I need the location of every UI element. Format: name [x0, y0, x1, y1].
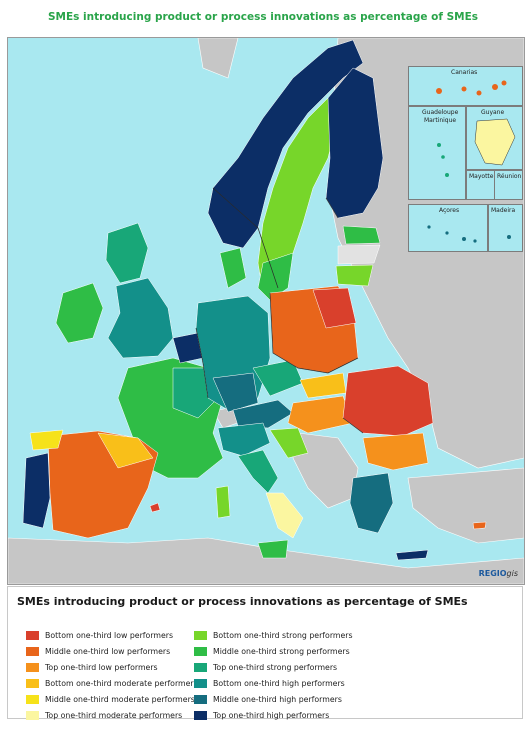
page-title: SMEs introducing product or process inno…: [47, 11, 479, 23]
legend-item: Bottom one-third strong performers: [194, 627, 353, 643]
slovakia: [299, 372, 347, 399]
hungary: [287, 395, 354, 434]
legend-label: Middle one-third moderate performers: [45, 694, 195, 704]
inset-reunion: Réunion: [494, 170, 523, 200]
sweden: [257, 97, 339, 294]
guyane-shape: [474, 118, 516, 166]
iceland-norway-grey: [197, 38, 239, 79]
madeira-islands: [507, 235, 511, 239]
inset-label-mayotte: Mayotte: [469, 173, 494, 180]
estonia: [342, 225, 381, 245]
legend-item: Middle one-third moderate performers: [26, 691, 198, 707]
europe-map: [8, 38, 524, 584]
legend-column-left: Bottom one-third low performers Middle o…: [26, 627, 198, 723]
balearic: [149, 502, 161, 513]
spain-north: [97, 432, 154, 469]
inset-label-guadeloupe: Guadeloupe: [422, 109, 459, 116]
inset-mayotte: Mayotte: [466, 170, 495, 200]
legend-swatch: [26, 662, 39, 672]
legend-item: Middle one-third low performers: [26, 643, 198, 659]
austria: [232, 399, 294, 429]
legend-item: Bottom one-third high performers: [194, 675, 353, 691]
legend-swatch: [26, 646, 39, 656]
germany-south: [212, 372, 259, 413]
inset-label-canarias: Canarias: [451, 69, 478, 76]
brand-suffix: gis: [506, 569, 518, 578]
acores-islands: [427, 225, 477, 243]
legend-swatch: [194, 678, 207, 688]
denmark: [219, 247, 247, 289]
england: [107, 277, 174, 359]
lithuania: [335, 264, 374, 287]
legend-item: Top one-third low performers: [26, 659, 198, 675]
legend-column-right: Bottom one-third strong performers Middl…: [194, 627, 353, 723]
legend-title: SMEs introducing product or process inno…: [17, 595, 468, 608]
finland: [325, 67, 384, 219]
legend-item: Bottom one-third moderate performers: [26, 675, 198, 691]
italy-centre: [237, 449, 279, 494]
poland-north: [312, 287, 357, 329]
sicily: [257, 539, 289, 559]
legend-label: Bottom one-third strong performers: [213, 630, 353, 640]
legend-swatch: [26, 630, 39, 640]
legend-swatch: [194, 646, 207, 656]
legend-item: Bottom one-third low performers: [26, 627, 198, 643]
antilles-islands: [437, 143, 449, 177]
legend-label: Middle one-third high performers: [213, 694, 342, 704]
legend-label: Bottom one-third moderate performers: [45, 678, 198, 688]
scotland: [105, 222, 149, 284]
inset-guadeloupe-martinique: Guadeloupe Martinique: [408, 106, 466, 200]
legend-swatch: [26, 678, 39, 688]
spain-northwest: [29, 429, 64, 451]
bulgaria: [362, 432, 429, 471]
legend-item: Top one-third strong performers: [194, 659, 353, 675]
brand-prefix: REGIO: [478, 569, 507, 578]
legend: SMEs introducing product or process inno…: [7, 586, 523, 720]
turkey: [407, 467, 524, 544]
inset-label-martinique: Martinique: [424, 117, 457, 124]
canarias-islands: [436, 80, 507, 96]
norway: [207, 39, 364, 249]
inset-acores: Açores: [408, 204, 488, 252]
legend-label: Bottom one-third high performers: [213, 678, 345, 688]
balkans-non-eu: [292, 432, 359, 509]
inset-guyane: Guyane: [466, 106, 523, 170]
legend-item: Middle one-third strong performers: [194, 643, 353, 659]
inset-label-acores: Açores: [439, 207, 460, 214]
legend-label: Top one-third moderate performers: [45, 710, 183, 720]
map-frame: Canarias Guadeloupe Martinique Guyane Ma…: [7, 37, 525, 585]
legend-swatch: [194, 710, 207, 720]
legend-item: Top one-third high performers: [194, 707, 353, 723]
sardinia: [215, 485, 231, 519]
legend-label: Bottom one-third low performers: [45, 630, 174, 640]
slovenia-croatia: [269, 427, 309, 459]
italy-north: [217, 422, 271, 457]
legend-swatch: [26, 694, 39, 704]
legend-label: Middle one-third low performers: [45, 646, 171, 656]
italy-south: [265, 492, 304, 539]
inset-label-madeira: Madeira: [491, 207, 516, 214]
legend-label: Top one-third low performers: [45, 662, 158, 672]
inset-canarias: Canarias: [408, 66, 523, 106]
legend-item: Top one-third moderate performers: [26, 707, 198, 723]
regiogis-logo: REGIOgis: [479, 569, 518, 578]
legend-label: Middle one-third strong performers: [213, 646, 350, 656]
legend-label: Top one-third strong performers: [213, 662, 338, 672]
legend-swatch: [194, 630, 207, 640]
legend-item: Middle one-third high performers: [194, 691, 353, 707]
inset-madeira: Madeira: [488, 204, 523, 252]
ireland: [55, 282, 104, 344]
portugal: [22, 452, 51, 529]
crete: [395, 549, 429, 561]
legend-swatch: [194, 694, 207, 704]
legend-swatch: [194, 662, 207, 672]
inset-label-reunion: Réunion: [497, 173, 522, 180]
north-africa: [8, 537, 524, 584]
greece: [349, 472, 394, 534]
legend-swatch: [26, 710, 39, 720]
cyprus: [472, 521, 487, 530]
latvia: [337, 244, 381, 265]
inset-label-guyane: Guyane: [481, 109, 505, 116]
legend-label: Top one-third high performers: [213, 710, 330, 720]
